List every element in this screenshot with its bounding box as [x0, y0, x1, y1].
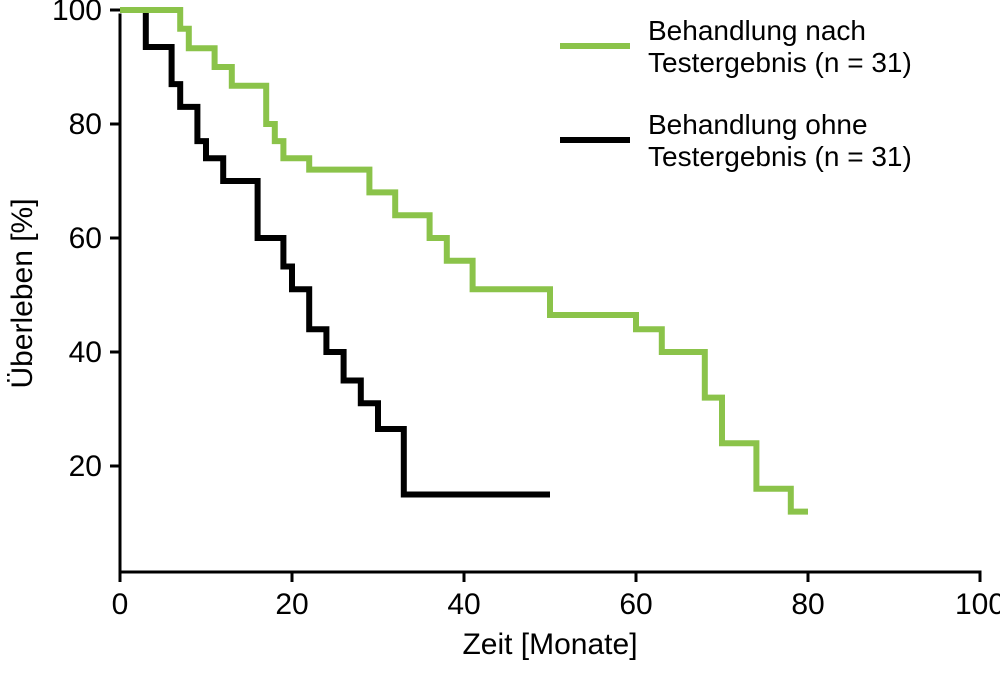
y-tick-label: 100 [52, 0, 102, 27]
x-tick-label: 40 [447, 588, 480, 621]
survival-chart: 0 20 40 60 80 100 20 40 60 80 100 Zeit [Monate] Über… [0, 0, 1000, 673]
x-tick-label: 60 [619, 588, 652, 621]
legend-label: Behandlung ohne [648, 109, 868, 140]
legend-label: Testergebnis (n = 31) [648, 141, 912, 172]
x-tick-label: 20 [275, 588, 308, 621]
legend-label: Testergebnis (n = 31) [648, 47, 912, 78]
y-tick-label: 80 [69, 108, 102, 141]
y-tick-label: 40 [69, 336, 102, 369]
x-tick-label: 80 [791, 588, 824, 621]
y-tick-label: 60 [69, 222, 102, 255]
y-tick-label: 20 [69, 450, 102, 483]
x-axis-label: Zeit [Monate] [462, 628, 637, 661]
x-tick-label: 100 [955, 588, 1000, 621]
chart-svg: 0 20 40 60 80 100 20 40 60 80 100 Zeit [Monate] Über… [0, 0, 1000, 673]
legend-label: Behandlung nach [648, 15, 866, 46]
x-tick-label: 0 [112, 588, 129, 621]
y-axis-label: Überleben [%] [6, 198, 39, 388]
